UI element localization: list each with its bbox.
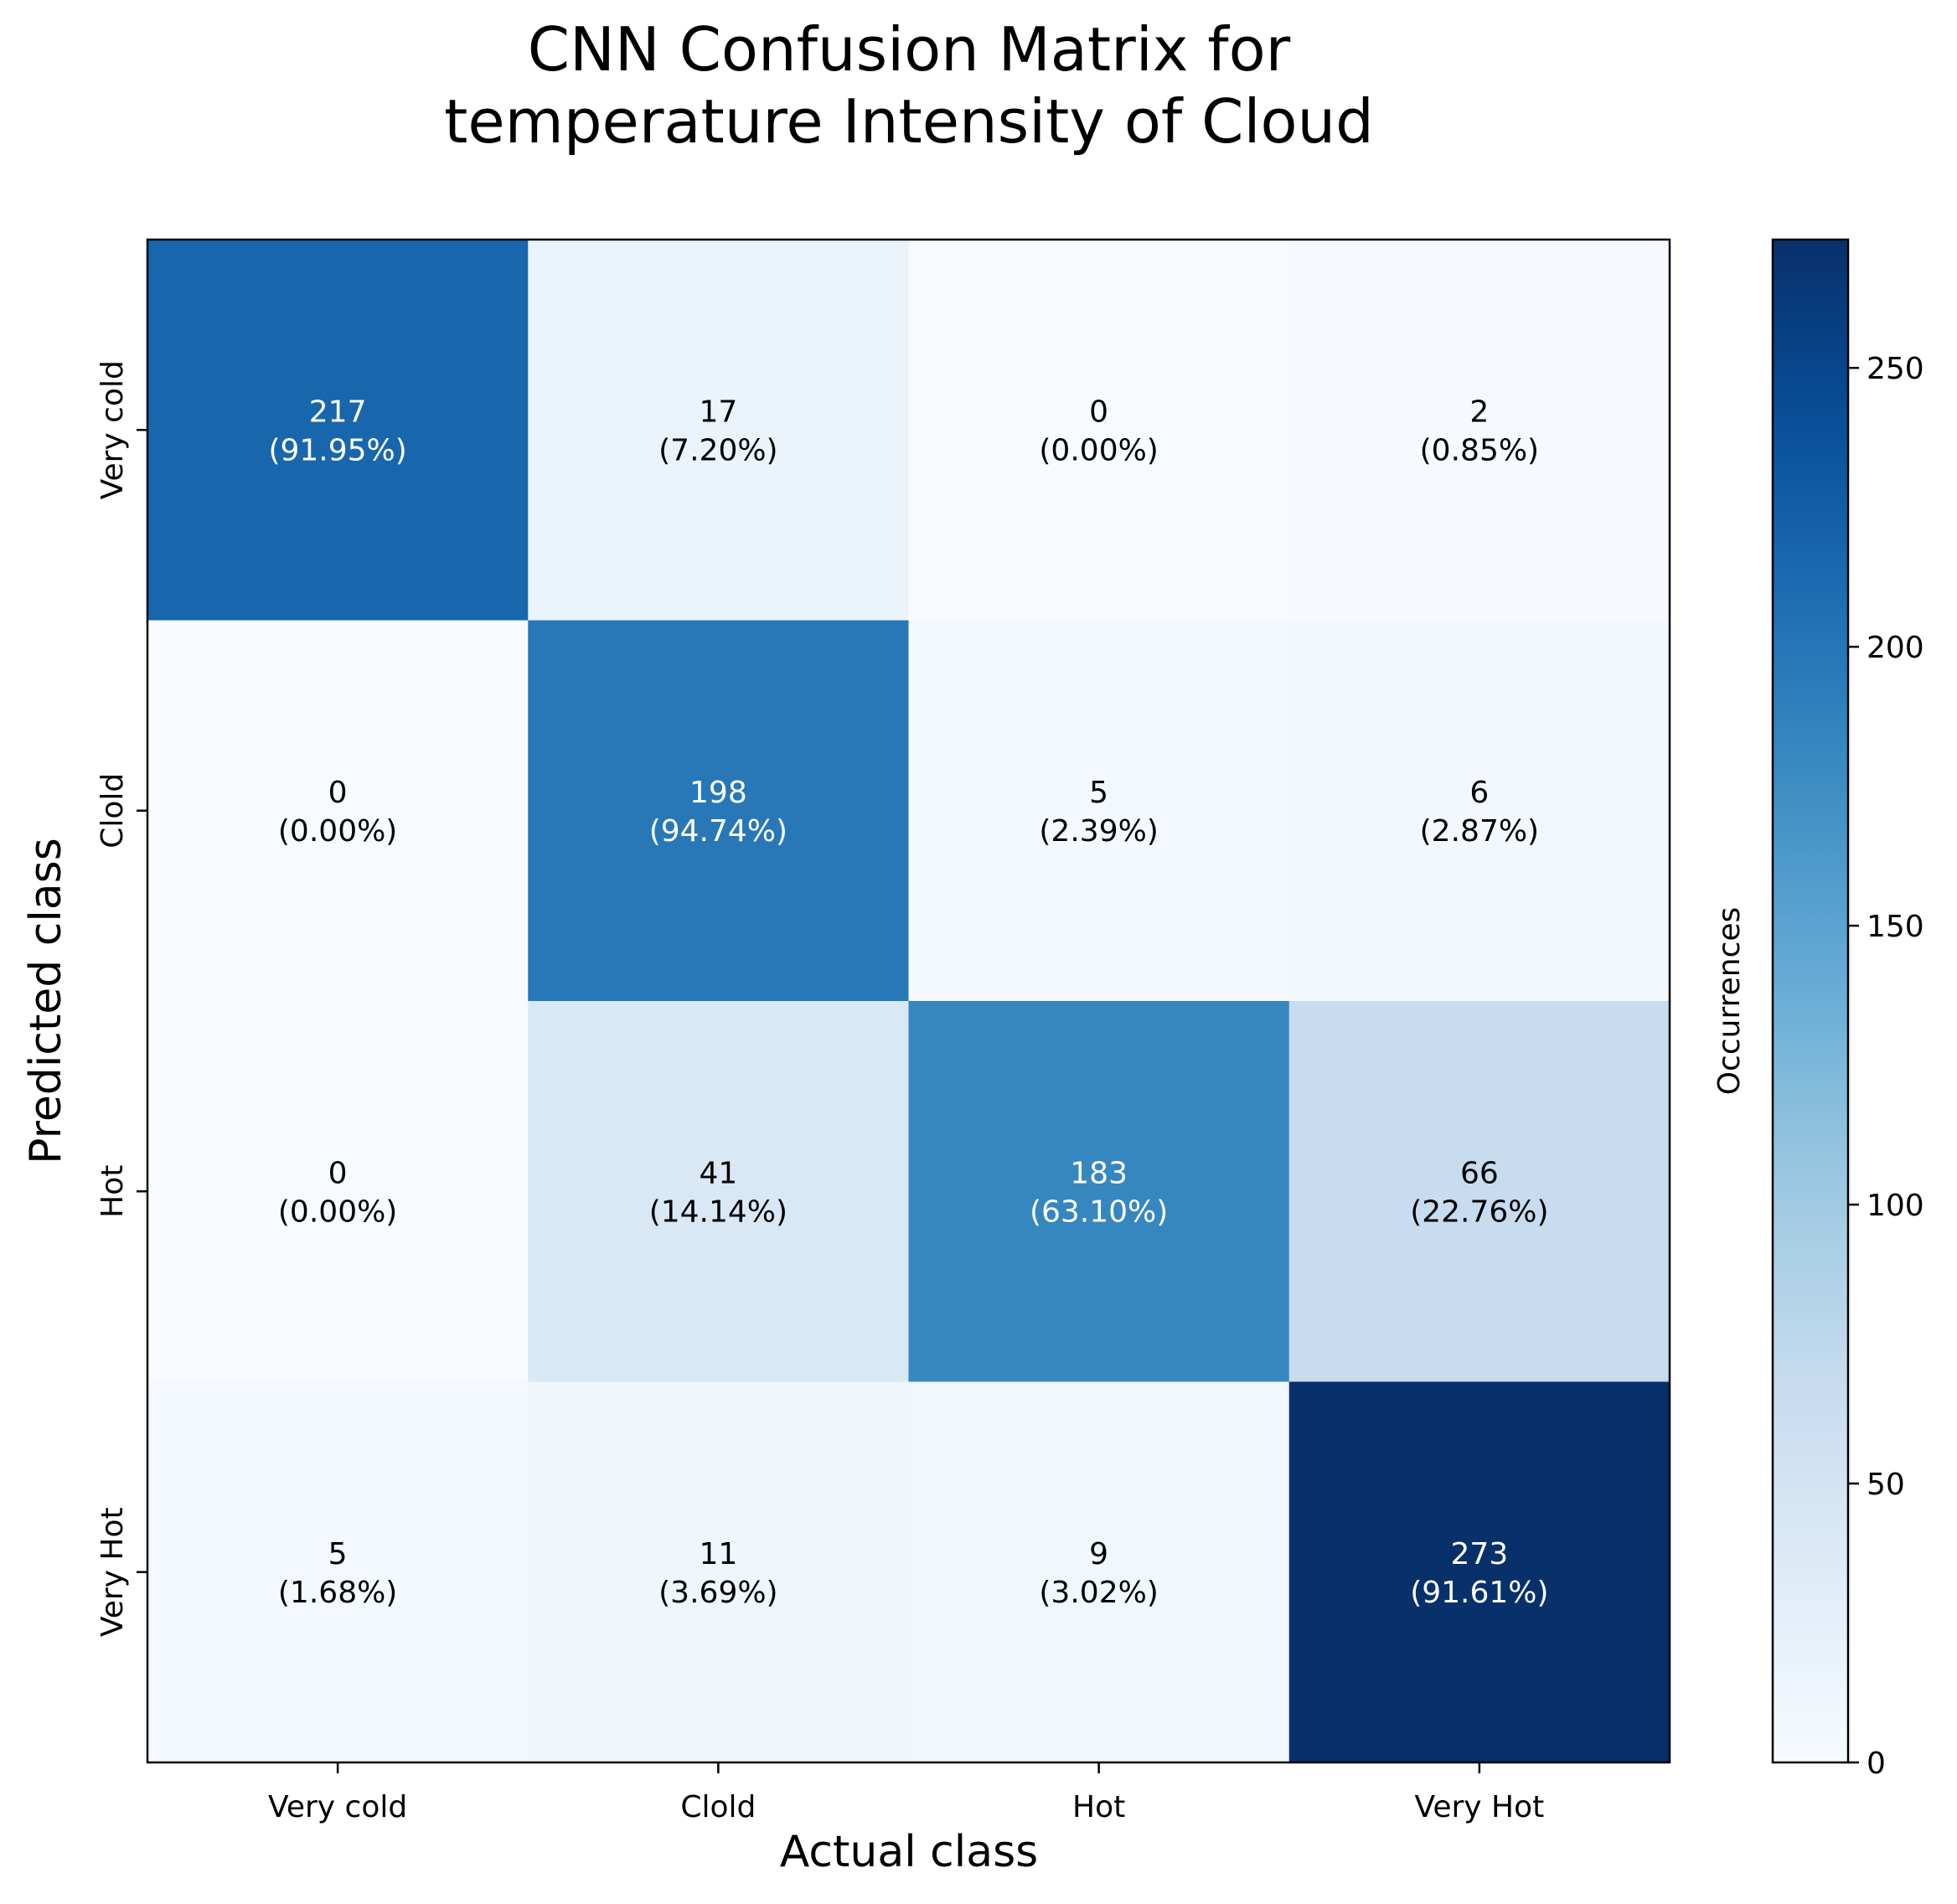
cell-count-r1-c3: 6	[1469, 776, 1489, 810]
colorbar-frame	[1771, 238, 1850, 1764]
cell-percent-r2-c0: (0.00%)	[278, 1195, 397, 1229]
heatmap-cell-r2-c2	[908, 1001, 1290, 1383]
cell-count-r2-c2: 183	[1070, 1156, 1128, 1190]
colorbar-tick-label: 0	[1867, 1747, 1886, 1781]
cell-percent-r3-c0: (1.68%)	[278, 1576, 397, 1610]
cell-percent-r1-c3: (2.87%)	[1420, 814, 1539, 849]
y-tick-label: Very Hot	[96, 1507, 130, 1637]
heatmap-cell-r3-c0	[147, 1381, 529, 1763]
cell-count-r2-c1: 41	[699, 1156, 737, 1190]
cell-percent-r1-c0: (0.00%)	[278, 814, 397, 849]
cell-count-r1-c0: 0	[328, 776, 348, 810]
cell-count-r0-c2: 0	[1089, 395, 1108, 429]
heatmap-cell-r1-c2	[908, 620, 1290, 1002]
y-axis-label: Predicted class	[21, 838, 71, 1164]
y-tick-label: Clold	[96, 773, 130, 849]
heatmap-cells	[147, 240, 1670, 1763]
plot-frame	[146, 238, 1671, 1764]
y-tick-label: Very cold	[96, 360, 130, 499]
heatmap-cell-r3-c3	[1288, 1381, 1670, 1763]
heatmap-cell-r2-c0	[147, 1001, 529, 1383]
heatmap-cell-r3-c2	[908, 1381, 1290, 1763]
x-tick-label: Very cold	[268, 1790, 407, 1824]
colorbar: 0 50 100 150 200 250 Occurrences	[1712, 238, 1924, 1781]
heatmap-cell-r3-c1	[528, 1381, 910, 1763]
colorbar-tick-label: 200	[1867, 631, 1924, 665]
x-tick-label: Clold	[680, 1790, 756, 1824]
cell-percent-r0-c0: (91.95%)	[268, 433, 406, 467]
cell-count-r0-c3: 2	[1469, 395, 1489, 429]
cell-percent-r2-c2: (63.10%)	[1030, 1195, 1168, 1229]
cell-percent-r1-c1: (94.74%)	[649, 814, 787, 849]
heatmap-cell-r1-c3	[1288, 620, 1670, 1002]
cell-percent-r0-c2: (0.00%)	[1039, 433, 1158, 467]
cell-count-r3-c1: 11	[699, 1537, 737, 1571]
cell-count-r2-c0: 0	[328, 1156, 348, 1190]
chart-title: CNN Confusion Matrix for temperature Int…	[444, 14, 1374, 157]
cell-count-r3-c2: 9	[1089, 1537, 1108, 1571]
cell-count-r3-c3: 273	[1451, 1537, 1509, 1571]
cell-count-r2-c3: 66	[1460, 1156, 1499, 1190]
colorbar-tick-label: 150	[1867, 910, 1924, 944]
heatmap-cell-labels: 217 (91.95%) 17 (7.20%) 0 (0.00%) 2 (0.85%) 0 (0.…	[268, 395, 1548, 1610]
cell-percent-r1-c2: (2.39%)	[1039, 814, 1158, 849]
x-tick-label: Hot	[1072, 1790, 1125, 1824]
heatmap-cell-r0-c2	[908, 240, 1290, 622]
x-axis: Very cold Clold Hot Very Hot	[268, 1762, 1544, 1824]
heatmap-cell-r0-c0	[147, 240, 529, 622]
cell-percent-r2-c3: (22.76%)	[1410, 1195, 1548, 1229]
heatmap-cell-r0-c3	[1288, 240, 1670, 622]
cell-percent-r0-c1: (7.20%)	[658, 433, 777, 467]
heatmap-cell-r2-c3	[1288, 1001, 1670, 1383]
cell-percent-r0-c3: (0.85%)	[1420, 433, 1539, 467]
colorbar-tick-label: 250	[1867, 352, 1924, 386]
chart-title-line-1: CNN Confusion Matrix for	[528, 14, 1291, 85]
cell-count-r1-c1: 198	[689, 776, 747, 810]
cell-percent-r3-c3: (91.61%)	[1410, 1576, 1548, 1610]
x-tick-label: Very Hot	[1415, 1790, 1545, 1824]
heatmap-cell-r1-c0	[147, 620, 529, 1002]
colorbar-tick-label: 100	[1867, 1189, 1924, 1223]
cell-count-r0-c1: 17	[699, 395, 737, 429]
colorbar-tick-label: 50	[1867, 1468, 1905, 1502]
heatmap-cell-r1-c1	[528, 620, 910, 1002]
colorbar-label: Occurrences	[1712, 907, 1747, 1096]
cell-count-r3-c0: 5	[328, 1537, 348, 1571]
y-tick-label: Hot	[96, 1165, 130, 1218]
colorbar-gradient	[1773, 240, 1848, 1762]
cell-percent-r3-c2: (3.02%)	[1039, 1576, 1158, 1610]
heatmap-cell-r0-c1	[528, 240, 910, 622]
chart-title-line-2: temperature Intensity of Cloud	[444, 86, 1374, 157]
cell-count-r1-c2: 5	[1089, 776, 1108, 810]
y-axis: Very cold Clold Hot Very Hot	[96, 360, 147, 1637]
cell-percent-r2-c1: (14.14%)	[649, 1195, 787, 1229]
heatmap-cell-r2-c1	[528, 1001, 910, 1383]
colorbar-ticks: 0 50 100 150 200 250	[1848, 352, 1924, 1781]
cell-count-r0-c0: 217	[309, 395, 367, 429]
cell-percent-r3-c1: (3.69%)	[658, 1576, 777, 1610]
x-axis-label: Actual class	[780, 1827, 1039, 1877]
